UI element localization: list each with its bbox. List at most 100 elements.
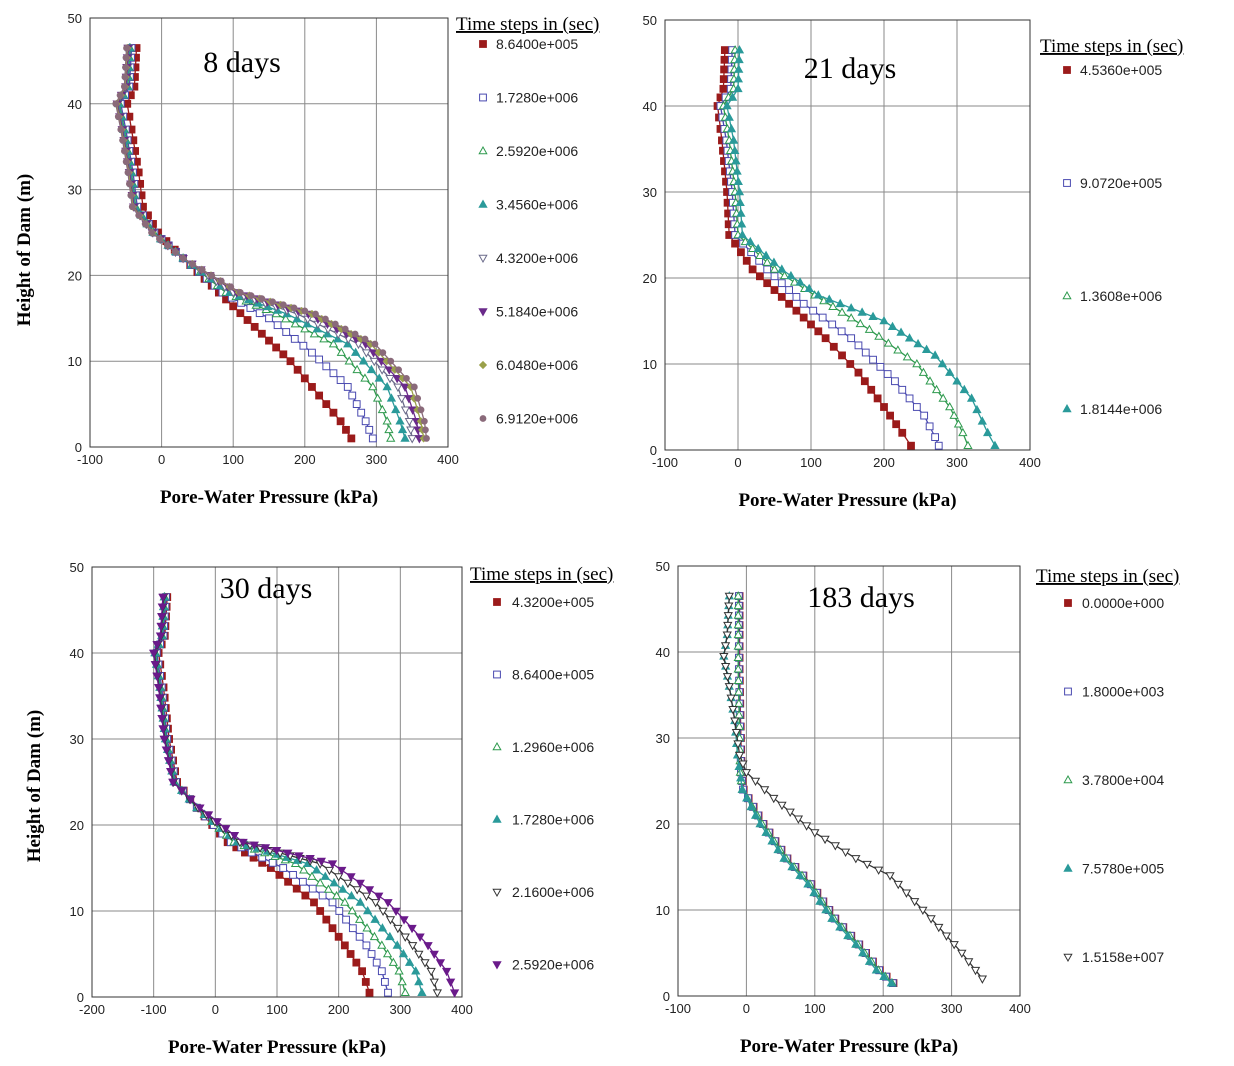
data-point <box>351 330 359 338</box>
plot-frame <box>91 566 463 998</box>
data-point <box>921 344 932 353</box>
y-tick-label: 10 <box>643 357 657 372</box>
data-point <box>319 334 329 343</box>
data-point <box>123 99 132 108</box>
data-point <box>420 417 428 425</box>
data-point <box>352 958 361 967</box>
data-point <box>918 906 928 916</box>
data-point <box>414 950 424 960</box>
data-point <box>329 408 338 417</box>
data-point <box>983 427 993 437</box>
data-point <box>323 884 334 893</box>
legend-marker <box>1064 599 1072 607</box>
data-point <box>346 873 356 882</box>
data-point <box>736 219 747 228</box>
data-point <box>322 329 333 338</box>
data-point <box>763 279 772 288</box>
data-point <box>862 860 872 870</box>
series-6.9120e+006 <box>112 44 430 442</box>
data-point <box>769 794 779 804</box>
data-point <box>275 870 284 879</box>
data-point <box>745 236 755 246</box>
data-point <box>945 367 955 376</box>
y-tick-label: 10 <box>68 354 82 369</box>
data-point <box>910 898 920 907</box>
data-point <box>435 959 446 968</box>
data-point <box>727 92 738 101</box>
legend: Time steps in (sec) 4.3200e+005 8.6400e+00… <box>470 564 613 973</box>
data-point <box>748 265 757 274</box>
y-tick-label: 0 <box>77 990 84 1005</box>
data-point <box>720 642 731 651</box>
data-point <box>322 915 331 924</box>
data-point <box>733 591 743 600</box>
legend-entry: 6.9120e+006 <box>496 411 578 427</box>
data-point <box>785 286 794 294</box>
data-point <box>799 299 808 308</box>
x-tick-label: 100 <box>800 455 822 470</box>
legend-marker <box>479 415 487 422</box>
data-point <box>377 923 388 932</box>
data-point <box>837 307 847 316</box>
data-point <box>855 318 865 328</box>
data-point <box>931 433 940 442</box>
legend-marker <box>493 598 501 606</box>
data-point <box>883 338 894 347</box>
legend-entry: 8.6400e+005 <box>496 36 578 52</box>
data-point <box>327 860 338 869</box>
legend-entry: 4.3200e+006 <box>496 250 578 266</box>
data-point <box>125 180 133 188</box>
data-point <box>361 417 370 426</box>
data-point <box>964 958 974 967</box>
data-point <box>874 331 884 340</box>
data-point <box>755 818 765 828</box>
series-4.3200e+006 <box>113 44 417 444</box>
data-point <box>893 880 903 890</box>
data-point <box>329 878 339 887</box>
data-point <box>112 100 120 108</box>
legend: Time steps in (sec) 4.5360e+005 9.0720e+00… <box>1040 36 1183 417</box>
data-point <box>135 211 143 219</box>
data-point <box>299 865 309 874</box>
y-tick-label: 50 <box>643 13 657 28</box>
data-point <box>867 385 876 394</box>
data-point <box>722 631 732 640</box>
data-point <box>177 787 187 796</box>
data-point <box>343 879 353 889</box>
data-point <box>918 367 929 376</box>
data-point <box>857 307 867 316</box>
legend-marker <box>1063 863 1073 872</box>
data-point <box>731 728 742 738</box>
data-point <box>289 870 297 879</box>
legend-marker <box>478 145 488 155</box>
data-point <box>344 356 354 365</box>
data-point <box>724 602 734 611</box>
data-point <box>265 336 273 345</box>
data-point <box>362 923 372 932</box>
data-point <box>372 958 381 967</box>
data-point <box>734 54 744 64</box>
data-point <box>843 930 853 940</box>
data-point <box>411 966 421 975</box>
data-point <box>934 441 943 450</box>
legend-title: Time steps in (sec) <box>1036 566 1179 587</box>
legend-marker <box>479 93 487 102</box>
data-point <box>352 400 361 409</box>
data-point <box>722 673 733 682</box>
data-point <box>171 248 179 256</box>
data-point <box>336 376 345 384</box>
x-tick-label: 200 <box>873 455 895 470</box>
legend-entry: 1.8144e+006 <box>1080 401 1162 417</box>
data-point <box>432 989 442 998</box>
data-point <box>301 307 309 315</box>
y-tick-label: 10 <box>70 904 84 919</box>
x-tick-label: -100 <box>141 1002 167 1017</box>
data-point <box>762 257 772 266</box>
data-point <box>307 871 317 880</box>
data-point <box>397 395 407 404</box>
data-point <box>300 374 309 383</box>
data-point <box>157 715 167 724</box>
data-point <box>734 186 745 196</box>
data-point <box>305 855 315 864</box>
